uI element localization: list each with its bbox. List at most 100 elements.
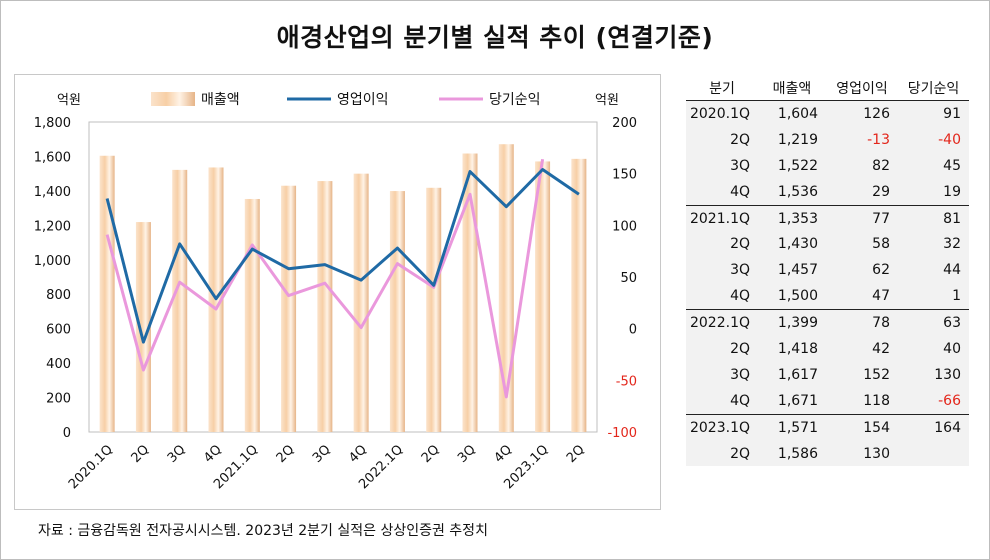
cell-operating: 62 <box>826 257 898 284</box>
cell-revenue: 1,522 <box>758 152 826 179</box>
cell-operating: -13 <box>826 126 898 153</box>
y-right-tick-label: 150 <box>612 168 637 183</box>
y-left-tick-label: 200 <box>46 392 71 407</box>
cell-operating: 82 <box>826 152 898 179</box>
cell-quarter: 2020.1Q <box>686 100 758 127</box>
cell-quarter: 3Q <box>686 152 758 179</box>
bar-revenue <box>353 173 369 432</box>
x-tick-label: 2020.1Q <box>66 442 116 492</box>
cell-quarter: 4Q <box>686 283 758 310</box>
cell-quarter: 2Q <box>686 126 758 153</box>
cell-revenue: 1,571 <box>758 413 826 441</box>
chart-area: 0 200 400 600 800 1,000 1,200 1,400 1,600 1,800 -1… <box>14 74 661 510</box>
table-row: 3Q 1,522 82 45 <box>686 152 969 179</box>
y-left-tick-label: 1,200 <box>34 219 71 234</box>
cell-net: 19 <box>898 178 969 206</box>
cell-revenue: 1,430 <box>758 231 826 258</box>
y-left-tick-label: 1,400 <box>34 185 71 200</box>
cell-net: 81 <box>898 204 969 232</box>
bar-revenue <box>535 161 551 432</box>
cell-net: -66 <box>898 387 969 415</box>
cell-net <box>898 440 969 467</box>
cell-quarter: 2023.1Q <box>686 413 758 441</box>
table-row: 3Q 1,617 152 130 <box>686 361 969 388</box>
y-right-tick-label: -100 <box>607 426 637 441</box>
table-row: 4Q 1,536 29 19 <box>686 178 969 206</box>
table-row: 2020.1Q 1,604 126 91 <box>686 100 969 127</box>
y-right-tick-label: 0 <box>629 323 637 338</box>
cell-quarter: 2022.1Q <box>686 309 758 337</box>
cell-net: 40 <box>898 336 969 362</box>
source-note: 자료 : 금융감독원 전자공시시스템. 2023년 2분기 실적은 상상인증권 … <box>38 523 488 539</box>
chart-title: 애경산업의 분기별 실적 추이 (연결기준) <box>276 23 714 52</box>
cell-revenue: 1,536 <box>758 178 826 206</box>
x-tick-label: 3Q <box>455 442 479 466</box>
bar-revenue <box>317 181 333 432</box>
bar-revenue <box>426 187 442 432</box>
y-right-tick-label: 100 <box>612 219 637 234</box>
cell-net: 63 <box>898 309 969 337</box>
cell-net: 44 <box>898 257 969 284</box>
table-row: 2Q 1,418 42 40 <box>686 336 969 362</box>
legend-label-revenue: 매출액 <box>201 92 240 108</box>
cell-operating: 154 <box>826 413 898 441</box>
cell-quarter: 3Q <box>686 361 758 388</box>
cell-operating: 78 <box>826 309 898 337</box>
cell-operating: 77 <box>826 204 898 232</box>
cell-quarter: 2Q <box>686 440 758 467</box>
x-tick-label: 4Q <box>346 442 370 466</box>
cell-net: 91 <box>898 100 969 127</box>
cell-quarter: 4Q <box>686 178 758 206</box>
bar-revenue <box>99 155 115 432</box>
bar-revenue <box>281 185 297 432</box>
cell-quarter: 2021.1Q <box>686 204 758 232</box>
y-left-tick-label: 1,800 <box>34 116 71 131</box>
y-right-tick-label: 50 <box>620 271 637 286</box>
combo-chart: 0 200 400 600 800 1,000 1,200 1,400 1,600 1,800 -1… <box>34 92 637 492</box>
y-left-tick-label: 800 <box>46 288 71 303</box>
cell-net: 45 <box>898 152 969 179</box>
table-row: 2021.1Q 1,353 77 81 <box>686 204 969 232</box>
cell-operating: 29 <box>826 178 898 206</box>
line-net-income <box>105 158 545 399</box>
legend-swatch-revenue <box>151 92 195 106</box>
y-right-unit-label: 억원 <box>595 93 619 108</box>
y-left-tick-label: 0 <box>63 426 71 441</box>
bar-revenue <box>389 191 405 432</box>
cell-net: 130 <box>898 361 969 388</box>
bar-revenue <box>135 222 151 432</box>
legend-label-operating: 영업이익 <box>337 92 389 108</box>
bar-revenue <box>244 198 260 432</box>
cell-operating: 152 <box>826 361 898 388</box>
header-net: 당기순익 <box>898 76 969 101</box>
cell-operating: 47 <box>826 283 898 310</box>
cell-net: 32 <box>898 231 969 258</box>
bar-revenue <box>498 144 514 432</box>
x-tick-label: 3Q <box>165 442 189 466</box>
cell-revenue: 1,671 <box>758 387 826 415</box>
table-row: 2Q 1,586 130 <box>686 440 969 467</box>
table-row: 3Q 1,457 62 44 <box>686 257 969 284</box>
table-row: 2023.1Q 1,571 154 164 <box>686 413 969 441</box>
cell-quarter: 4Q <box>686 387 758 415</box>
x-tick-label: 2Q <box>419 442 443 466</box>
cell-net: 164 <box>898 413 969 441</box>
header-operating: 영업이익 <box>826 76 898 101</box>
y-right-tick-label: -50 <box>616 374 637 389</box>
table-row: 4Q 1,671 118 -66 <box>686 387 969 415</box>
y-left-tick-label: 400 <box>46 357 71 372</box>
y-left-tick-label: 1,600 <box>34 150 71 165</box>
table-row: 2Q 1,430 58 32 <box>686 231 969 258</box>
table-row: 2022.1Q 1,399 78 63 <box>686 309 969 337</box>
y-left-unit-label: 억원 <box>57 93 81 108</box>
legend-label-net: 당기순익 <box>489 92 541 108</box>
y-left-tick-label: 1,000 <box>34 254 71 269</box>
cell-quarter: 2Q <box>686 336 758 362</box>
cell-revenue: 1,586 <box>758 440 826 467</box>
cell-revenue: 1,617 <box>758 361 826 388</box>
bar-revenue <box>571 158 587 432</box>
cell-revenue: 1,219 <box>758 126 826 153</box>
cell-operating: 42 <box>826 336 898 362</box>
cell-revenue: 1,418 <box>758 336 826 362</box>
x-tick-label: 4Q <box>201 442 225 466</box>
